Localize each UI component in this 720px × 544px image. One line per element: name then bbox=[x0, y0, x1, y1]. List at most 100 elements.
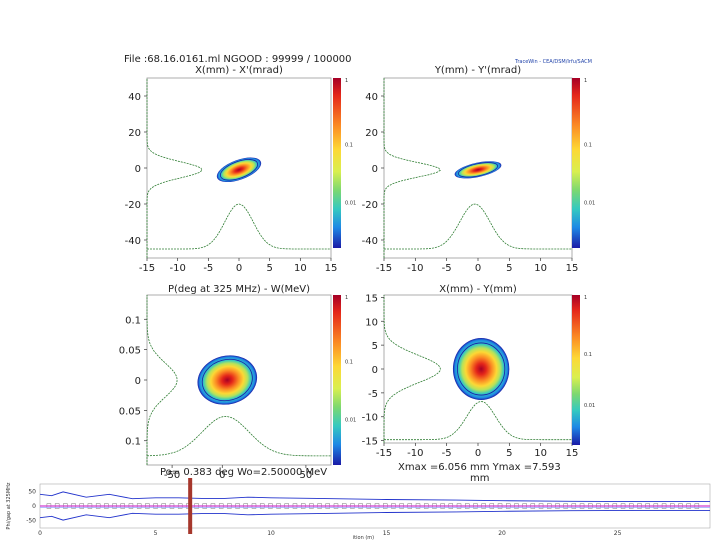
y-tick-label: -40 bbox=[125, 236, 141, 247]
y-tick-label: 10 bbox=[365, 317, 378, 328]
y-profile-curve bbox=[383, 295, 441, 443]
colorbar-tick-label: 1 bbox=[584, 295, 587, 301]
lower-envelope-line bbox=[39, 509, 710, 521]
y-tick-label: -10 bbox=[362, 413, 378, 424]
colorbar-tick-label: 1 bbox=[345, 78, 348, 84]
y-profile-curve bbox=[146, 295, 178, 465]
y-tick-label: 0 bbox=[135, 164, 141, 175]
phase-space-plot: X(mm) - X'(mrad) -15 -10 -5 0 5 10 15 40 20 0 -20 -4… bbox=[125, 65, 356, 274]
rms-ellipse-contour bbox=[219, 159, 259, 181]
beam-density-ellipse bbox=[452, 337, 510, 401]
plot-title: P(deg at 325 MHz) - W(MeV) bbox=[168, 284, 310, 295]
y-tick-label: 20 bbox=[128, 128, 141, 139]
x-tick-label: -10 bbox=[169, 263, 185, 274]
x-tick-label: -15 bbox=[376, 448, 392, 459]
envelope-x-tick-label: 15 bbox=[383, 530, 391, 537]
x-tick-label: 15 bbox=[325, 263, 338, 274]
y-tick-label: -20 bbox=[362, 200, 378, 211]
y-tick-label: -40 bbox=[362, 236, 378, 247]
x-tick-label: -5 bbox=[442, 448, 452, 459]
x-tick-label: -15 bbox=[376, 263, 392, 274]
colorbar-tick-label: 0.1 bbox=[584, 143, 592, 149]
y-tick-label: 0.05 bbox=[119, 346, 141, 357]
y-tick-label: 5 bbox=[372, 341, 378, 352]
x-tick-label: -5 bbox=[442, 263, 452, 274]
y-tick-label: 20 bbox=[365, 128, 378, 139]
y-tick-label: 40 bbox=[128, 92, 141, 103]
colorbar-tick-label: 0.1 bbox=[584, 352, 592, 358]
x-tick-label: 10 bbox=[294, 263, 307, 274]
rms-ellipse-contour bbox=[457, 342, 506, 396]
x-tick-label: -5 bbox=[203, 263, 213, 274]
envelope-x-tick-label: 10 bbox=[267, 530, 275, 537]
x-profile-curve bbox=[384, 401, 572, 441]
rms-ellipse-contour bbox=[457, 162, 499, 178]
y-tick-label: -5 bbox=[368, 389, 378, 400]
plot-title: X(mm) - Y(mm) bbox=[439, 284, 517, 295]
x-tick-label: 0 bbox=[219, 470, 225, 481]
upper-envelope-line bbox=[39, 491, 710, 503]
colorbar bbox=[333, 78, 341, 248]
y-tick-label: 0.1 bbox=[125, 437, 141, 448]
colorbar bbox=[572, 78, 580, 248]
x-tick-label: 0 bbox=[236, 263, 242, 274]
colorbar bbox=[572, 295, 580, 445]
envelope-y-tick-label: 50 bbox=[28, 488, 36, 495]
colorbar-tick-label: 1 bbox=[345, 295, 348, 301]
colorbar-tick-label: 1 bbox=[584, 78, 587, 84]
envelope-y-tick-label: 0 bbox=[32, 503, 36, 510]
x-tick-label: -50 bbox=[164, 470, 180, 481]
envelope-x-tick-label: 20 bbox=[498, 530, 506, 537]
x-tick-label: -15 bbox=[139, 263, 155, 274]
x-tick-label: 10 bbox=[534, 263, 547, 274]
y-tick-label: 0.05 bbox=[119, 406, 141, 417]
mm-unit-label: mm bbox=[470, 473, 489, 484]
envelope-x-axis-label: ition (m) bbox=[353, 535, 374, 540]
software-tag: TraceWin - CEA/DSM/Irfu/SACM bbox=[514, 59, 592, 65]
x-tick-label: 5 bbox=[506, 263, 512, 274]
colorbar-tick-label: 0.01 bbox=[345, 200, 356, 206]
x-tick-label: 5 bbox=[506, 448, 512, 459]
colorbar-tick-label: 0.01 bbox=[584, 200, 595, 206]
envelope-x-tick-label: 5 bbox=[154, 530, 158, 537]
plot-title: X(mm) - X'(mrad) bbox=[195, 65, 283, 76]
envelope-y-axis-label: Phi/gap at 325MHz bbox=[6, 482, 12, 529]
phase-energy-label: Po= 0.383 deg Wo=2.50000 MeV bbox=[160, 467, 327, 478]
plot-title: Y(mm) - Y'(mrad) bbox=[434, 65, 521, 76]
phase-space-plot: X(mm) - Y(mm) -15 -10 -5 0 5 10 15 15 10 5 0 -5 -10 -1… bbox=[362, 284, 595, 459]
phase-space-plot: Y(mm) - Y'(mrad) -15 -10 -5 0 5 10 15 40 20 0 -20 -4… bbox=[362, 65, 595, 274]
x-tick-label: -10 bbox=[407, 263, 423, 274]
x-tick-label: -10 bbox=[407, 448, 423, 459]
x-tick-label: 50 bbox=[300, 470, 313, 481]
y-profile-curve bbox=[383, 78, 441, 258]
file-header: File :68.16.0161.ml NGOOD : 99999 / 1000… bbox=[124, 54, 352, 65]
x-tick-label: 0 bbox=[475, 448, 481, 459]
rms-ellipse-contour bbox=[201, 358, 253, 402]
beam-density-ellipse bbox=[454, 161, 502, 179]
beam-density-ellipse bbox=[216, 157, 262, 183]
colorbar-tick-label: 0.01 bbox=[584, 403, 595, 409]
x-tick-label: 0 bbox=[475, 263, 481, 274]
envelope-y-tick-label: -50 bbox=[26, 518, 36, 525]
envelope-x-tick-label: 25 bbox=[614, 530, 622, 537]
y-tick-label: 0 bbox=[372, 365, 378, 376]
x-tick-label: 15 bbox=[566, 263, 579, 274]
y-profile-curve bbox=[146, 78, 203, 258]
x-profile-curve bbox=[146, 415, 331, 457]
envelope-x-tick-label: 0 bbox=[38, 530, 42, 537]
y-tick-label: -15 bbox=[362, 437, 378, 448]
y-tick-label: 40 bbox=[365, 92, 378, 103]
colorbar-tick-label: 0.1 bbox=[345, 360, 353, 366]
x-tick-label: 5 bbox=[266, 263, 272, 274]
y-tick-label: 0.1 bbox=[125, 315, 141, 326]
y-tick-label: 15 bbox=[365, 293, 378, 304]
colorbar-tick-label: 0.1 bbox=[345, 143, 353, 149]
phase-space-plot: P(deg at 325 MHz) - W(MeV) -50 0 50 0.1 0.05 0… bbox=[119, 284, 356, 481]
x-tick-label: 10 bbox=[534, 448, 547, 459]
colorbar-tick-label: 0.01 bbox=[345, 417, 356, 423]
y-tick-label: 0 bbox=[372, 164, 378, 175]
position-marker bbox=[188, 478, 193, 534]
x-profile-curve bbox=[384, 203, 572, 250]
xmax-ymax-label: Xmax =6.056 mm Ymax =7.593 bbox=[398, 462, 561, 473]
